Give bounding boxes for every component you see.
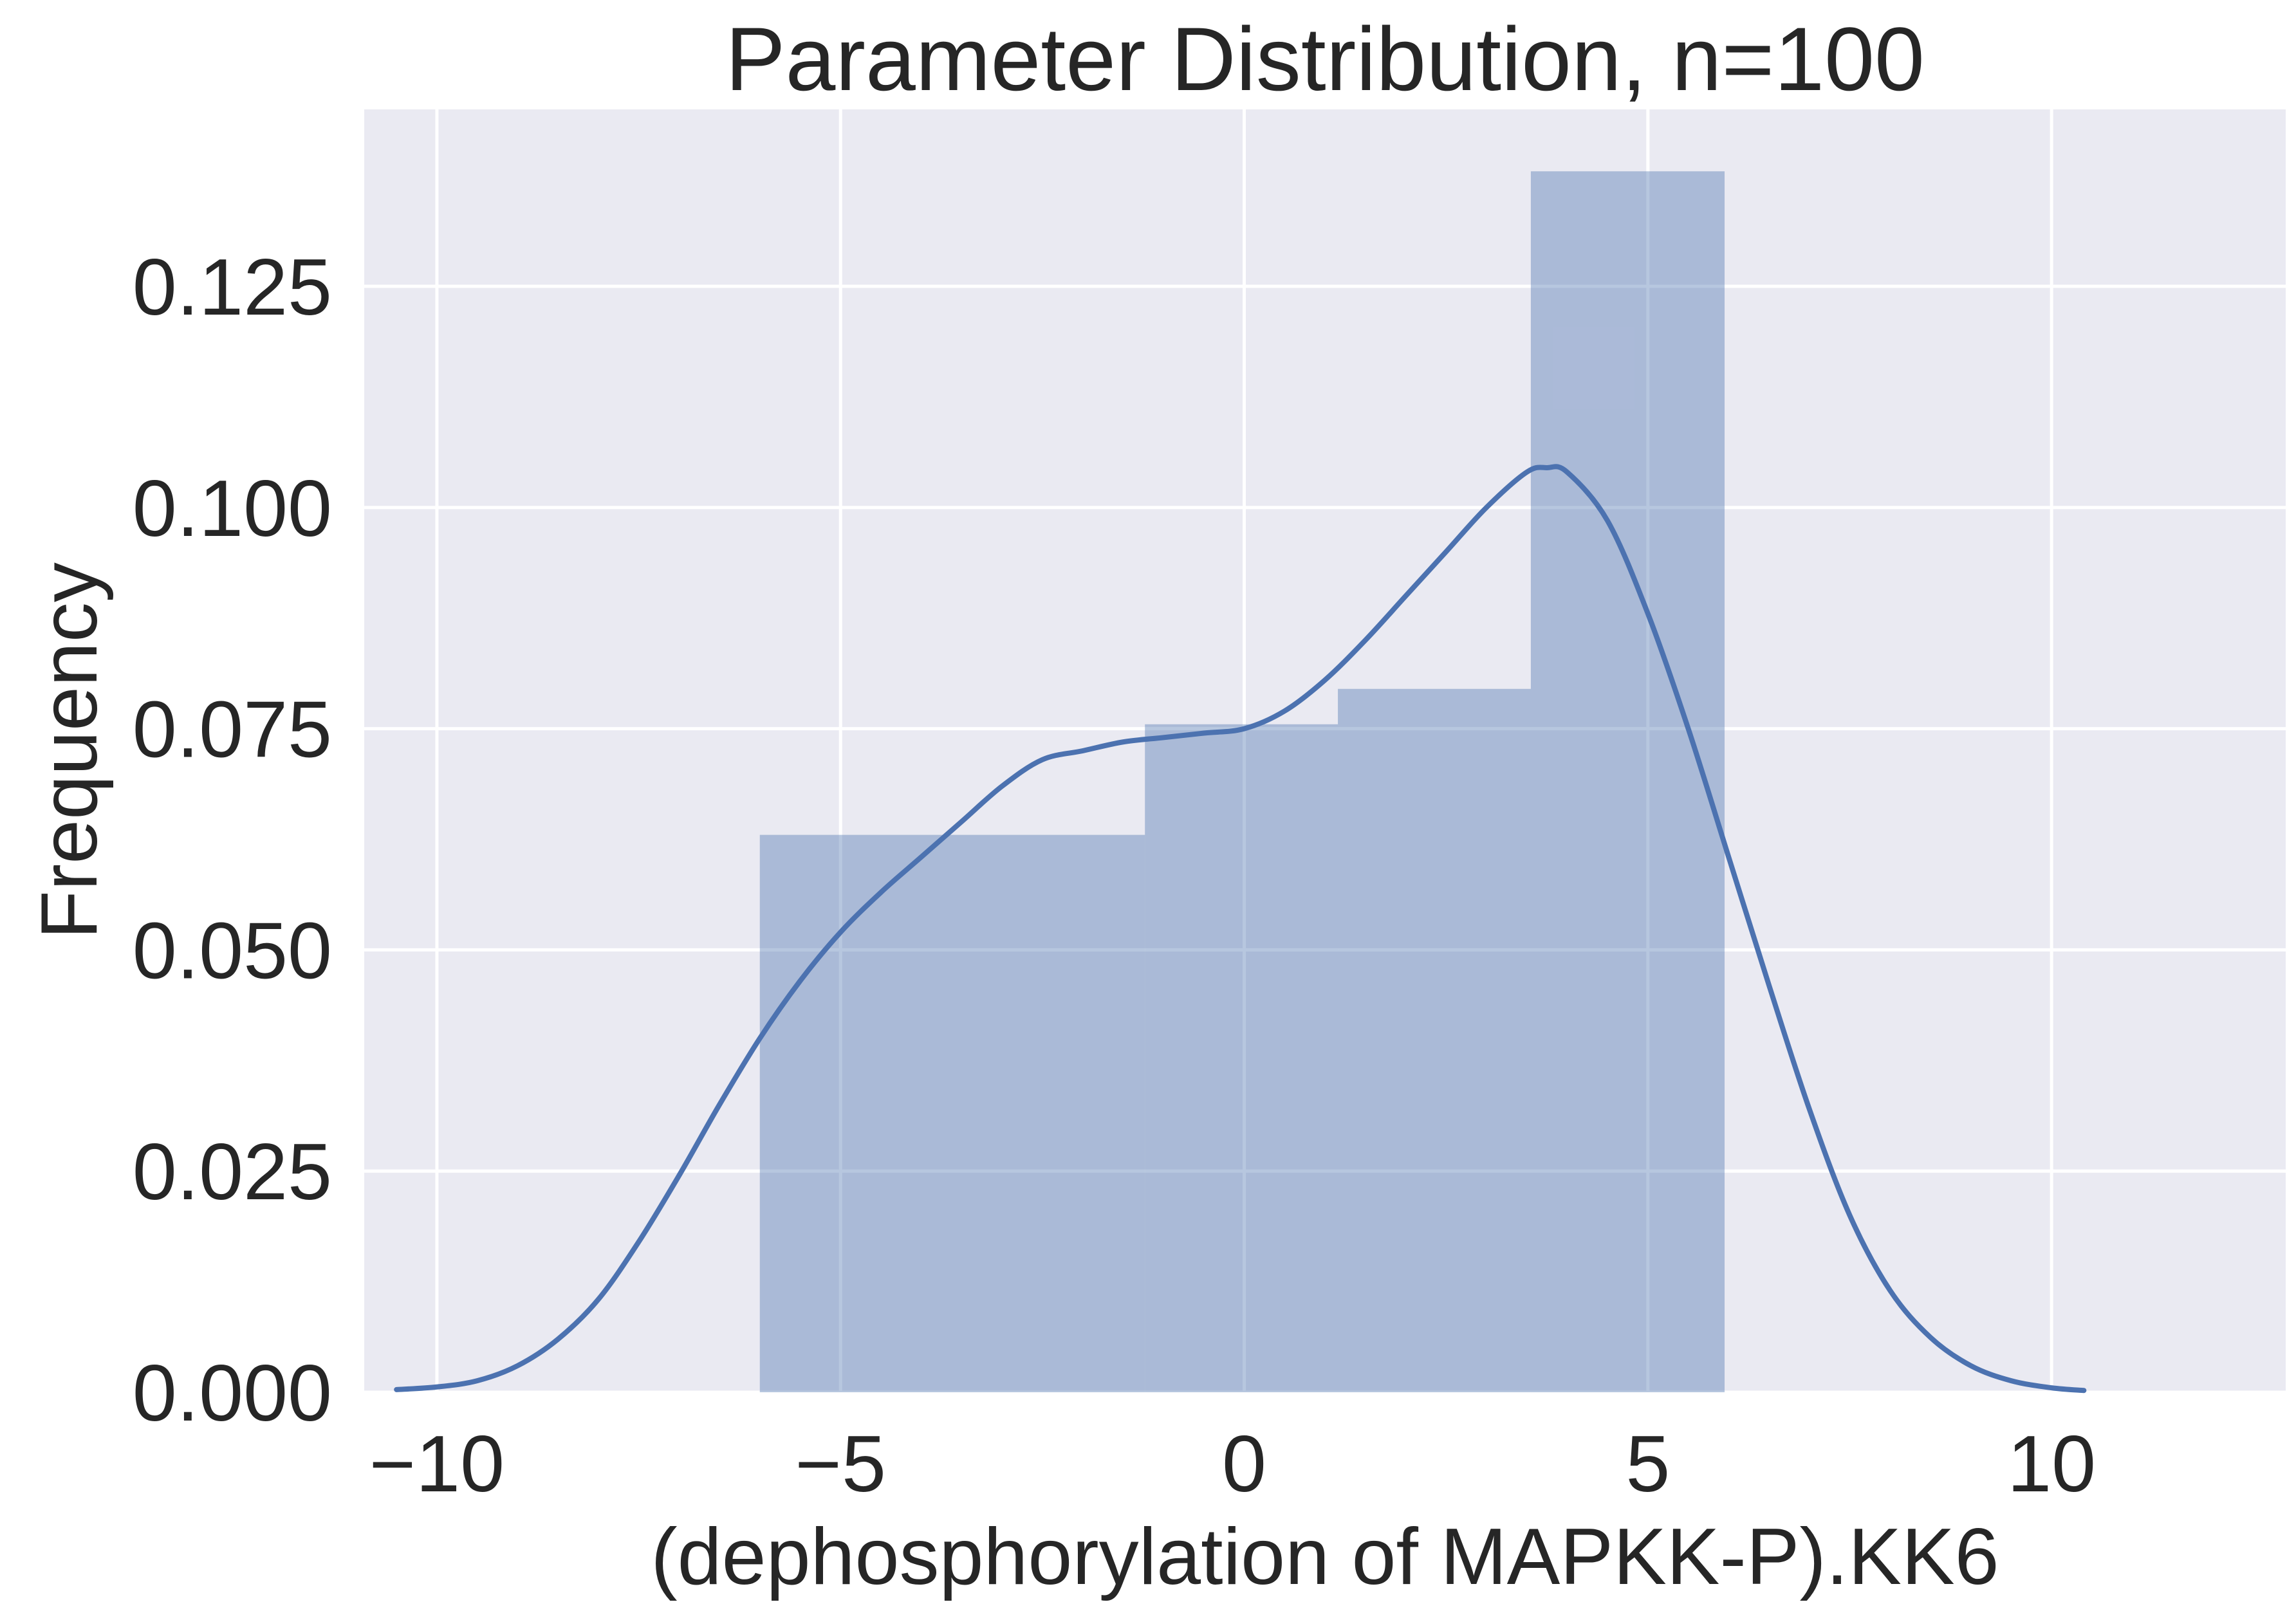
y-tick-label-3: 0.075 — [133, 686, 332, 775]
x-tick-label-3: 5 — [1625, 1420, 1670, 1509]
histogram-bars — [759, 171, 1725, 1392]
y-tick-label-0: 0.000 — [133, 1349, 332, 1438]
plot-background — [364, 109, 2286, 1392]
histogram-bar-1 — [1145, 724, 1338, 1392]
y-tick-label-5: 0.125 — [133, 243, 332, 332]
y-axis-label: Frequency — [25, 562, 114, 939]
histogram-bar-0 — [759, 834, 1145, 1392]
grid — [364, 109, 2286, 1394]
y-tick-label-4: 0.100 — [133, 465, 332, 553]
histogram-bar-2 — [1338, 688, 1531, 1392]
x-axis-label: (dephosphorylation of MAPKK-P).KK6 — [651, 1513, 1999, 1601]
y-tick-label-2: 0.050 — [133, 907, 332, 995]
x-tick-label-1: −5 — [795, 1420, 886, 1509]
y-tick-label-1: 0.025 — [133, 1128, 332, 1217]
y-tick-labels: 0.000 0.025 0.050 0.075 0.100 0.125 — [133, 243, 332, 1438]
chart-title: Parameter Distribution, n=100 — [725, 8, 1925, 109]
x-tick-label-2: 0 — [1222, 1420, 1266, 1509]
kde-line — [394, 464, 2087, 1394]
x-tick-labels: −10 −5 0 5 10 — [369, 1420, 2096, 1509]
x-tick-label-4: 10 — [2007, 1420, 2096, 1509]
histogram-bar-3 — [1530, 171, 1725, 1392]
x-tick-label-0: −10 — [369, 1420, 505, 1509]
